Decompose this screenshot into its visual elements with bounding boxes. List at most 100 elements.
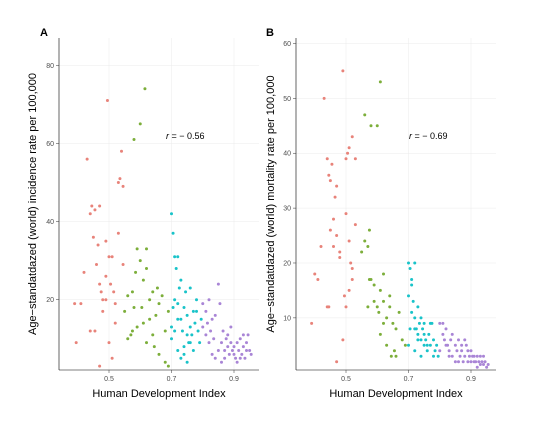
panel-a-point-very-high	[205, 321, 209, 325]
panel-b-point-very-high	[461, 360, 465, 364]
panel-b-point-high	[410, 310, 414, 314]
panel-b-point-high	[408, 266, 412, 270]
panel-a-point-medium	[126, 294, 130, 298]
panel-a-point-medium	[143, 87, 147, 91]
panel-a-point-very-high	[223, 356, 227, 360]
panel-a-point-low	[88, 212, 92, 216]
panel-a-point-medium	[152, 345, 156, 349]
panel-b-point-low	[332, 245, 335, 249]
panel-a-point-very-high	[240, 352, 244, 356]
panel-b-point-high	[432, 354, 435, 358]
panel-a-point-very-high	[246, 333, 250, 337]
panel-a-point-high	[195, 309, 198, 313]
panel-b-point-very-high	[455, 349, 459, 353]
panel-b-point-very-high	[444, 327, 448, 331]
panel-a-point-very-high	[207, 298, 211, 302]
panel-a-x-tick-label: 0.7	[167, 376, 177, 383]
panel-a-point-high	[188, 325, 192, 329]
panel-a-point-low	[118, 177, 122, 181]
panel-a-x-tick-label: 0.5	[104, 376, 114, 383]
panel-b-point-medium	[394, 354, 398, 358]
panel-b-point-high	[422, 321, 426, 325]
panel-b-point-low	[341, 69, 345, 73]
panel-b-point-low	[342, 294, 346, 298]
panel-b-point-very-high	[453, 360, 457, 364]
panel-a-point-high	[170, 337, 173, 341]
panel-b-point-high	[419, 338, 423, 342]
panel-a-point-high	[188, 286, 192, 290]
panel-b-point-medium	[382, 299, 385, 303]
panel-b-point-high	[417, 321, 421, 325]
panel-b-point-very-high	[450, 354, 454, 358]
panel-b-point-very-high	[467, 354, 471, 358]
panel-b-point-high	[407, 294, 410, 298]
panel-b-point-medium	[369, 124, 373, 128]
panel-b-point-high	[413, 261, 417, 265]
panel-a-point-high	[176, 302, 180, 306]
panel-a-point-very-high	[207, 341, 211, 345]
panel-a-point-medium	[135, 325, 139, 329]
panel-b-point-very-high	[469, 360, 473, 364]
panel-a-point-low	[98, 364, 102, 368]
panel-a-point-low	[85, 157, 89, 161]
panel-a-point-low	[73, 302, 77, 306]
panel-a-point-low	[121, 184, 125, 188]
panel-a-point-high	[176, 348, 180, 352]
panel-a-point-very-high	[224, 337, 228, 341]
panel-a-point-very-high	[221, 329, 225, 333]
panel-b-point-very-high	[460, 349, 464, 353]
panel-b-point-very-high	[486, 363, 490, 367]
panel-b-point-very-high	[478, 363, 482, 367]
panel-a-point-medium	[123, 309, 127, 313]
panel-b-point-low	[344, 305, 348, 309]
panel-b-point-low	[322, 96, 326, 100]
panel-a-point-low	[91, 235, 95, 239]
panel-b-point-low	[350, 277, 354, 281]
panel-b-point-medium	[378, 80, 382, 84]
panel-a-letter: A	[40, 27, 48, 39]
panel-b-point-low	[349, 261, 353, 265]
panel-b-x-tick-label: 0.7	[404, 376, 414, 383]
panel-a-point-very-high	[230, 348, 234, 352]
panel-a-point-medium	[141, 321, 145, 325]
panel-a-point-very-high	[213, 313, 217, 317]
panel-b-point-very-high	[453, 343, 457, 347]
panel-a-point-low	[98, 282, 102, 286]
panel-b-point-high	[428, 343, 432, 347]
panel-a-point-low	[107, 341, 111, 345]
panel-a-point-medium	[163, 329, 167, 333]
panel-a-point-high	[176, 255, 180, 259]
panel-a-point-high	[198, 341, 202, 345]
panel-b-x-axis-title: Human Development Index	[329, 388, 463, 400]
panel-b-point-medium	[375, 305, 379, 309]
panel-b-point-very-high	[477, 360, 481, 364]
panel-a-point-very-high	[235, 360, 239, 364]
panel-a-point-high	[179, 317, 183, 321]
panel-b-letter: B	[266, 27, 274, 39]
panel-b-point-high	[428, 321, 432, 325]
panel-b-point-high	[416, 332, 420, 336]
panel-a-point-low	[98, 204, 102, 208]
panel-b-point-low	[333, 195, 337, 199]
panel-b-point-very-high	[438, 349, 442, 353]
panel-b-point-high	[413, 349, 417, 353]
panel-b-point-medium	[392, 349, 396, 353]
panel-b-point-low	[353, 157, 357, 161]
panel-a-point-medium	[129, 333, 133, 337]
panel-a-point-high	[191, 309, 195, 313]
panel-b-point-low	[316, 277, 320, 281]
panel-b-mortality-chart: 0.5 0.7 0.9 10 20 30 40 50 60 Br = − 0.69 Human De…	[265, 27, 496, 400]
panel-b-point-very-high	[464, 343, 468, 347]
panel-b-point-medium	[385, 343, 389, 347]
panel-b-point-medium	[385, 316, 389, 320]
panel-b-point-very-high	[441, 332, 445, 336]
panel-a-point-medium	[166, 309, 170, 313]
panel-a-point-very-high	[226, 345, 230, 349]
panel-b-point-high	[407, 343, 410, 347]
panel-b-point-high	[422, 343, 426, 347]
panel-b-point-high	[413, 327, 417, 331]
panel-a-point-high	[182, 352, 186, 356]
panel-b-point-low	[313, 272, 317, 276]
panel-b-point-low	[338, 256, 342, 260]
